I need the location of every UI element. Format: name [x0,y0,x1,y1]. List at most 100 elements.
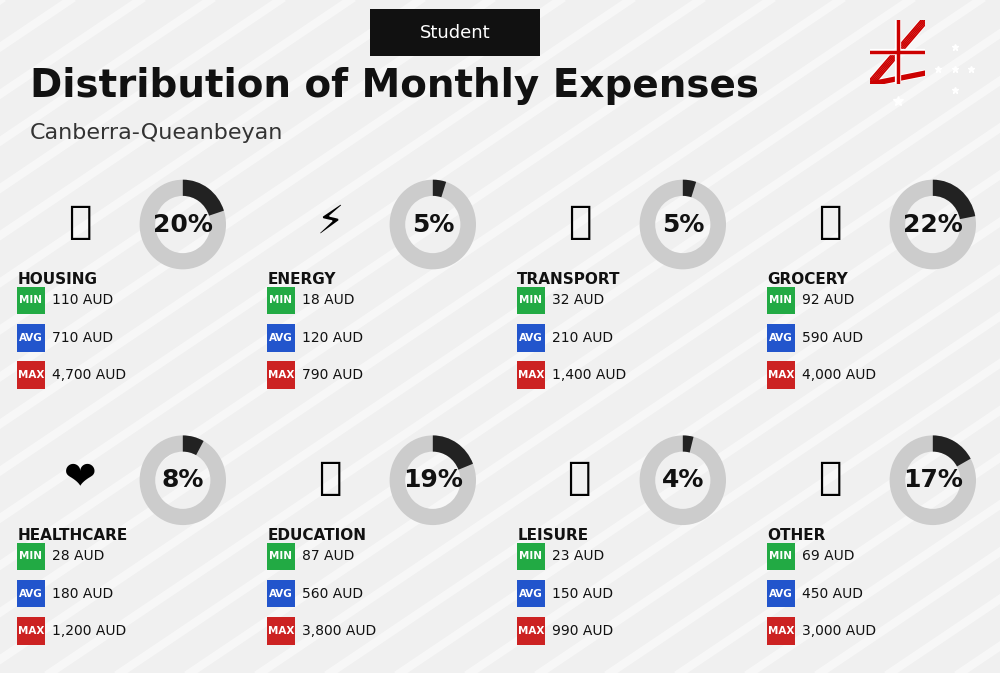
FancyBboxPatch shape [767,542,795,570]
Text: 150 AUD: 150 AUD [552,587,613,600]
Text: AVG: AVG [19,589,43,598]
FancyBboxPatch shape [517,542,545,570]
Text: 450 AUD: 450 AUD [802,587,863,600]
FancyBboxPatch shape [267,361,295,389]
Text: ❤️: ❤️ [64,459,96,497]
Text: OTHER: OTHER [767,528,826,542]
Wedge shape [433,180,446,197]
FancyBboxPatch shape [767,580,795,607]
Wedge shape [183,180,224,215]
Text: 710 AUD: 710 AUD [52,331,113,345]
Wedge shape [140,180,226,269]
Text: 590 AUD: 590 AUD [802,331,863,345]
Text: 👛: 👛 [818,459,842,497]
Wedge shape [433,435,473,470]
Wedge shape [390,435,476,525]
Text: MIN: MIN [770,295,792,306]
Text: 3,000 AUD: 3,000 AUD [802,624,876,638]
Text: MAX: MAX [518,626,544,636]
Text: MAX: MAX [268,626,294,636]
Text: MIN: MIN [20,295,42,306]
FancyBboxPatch shape [517,324,545,351]
FancyBboxPatch shape [267,580,295,607]
Text: HOUSING: HOUSING [17,272,97,287]
FancyBboxPatch shape [767,617,795,645]
Wedge shape [683,180,696,197]
FancyBboxPatch shape [267,287,295,314]
Text: MIN: MIN [770,551,792,561]
Text: GROCERY: GROCERY [767,272,848,287]
FancyBboxPatch shape [370,9,540,57]
FancyBboxPatch shape [267,324,295,351]
Text: 210 AUD: 210 AUD [552,331,613,345]
Text: 4,000 AUD: 4,000 AUD [802,368,876,382]
Text: Canberra-Queanbeyan: Canberra-Queanbeyan [30,123,283,143]
Wedge shape [933,435,971,466]
Text: AVG: AVG [19,333,43,343]
Wedge shape [640,435,726,525]
Wedge shape [183,435,204,455]
Text: MAX: MAX [18,626,44,636]
Text: MIN: MIN [520,295,542,306]
Text: Student: Student [420,24,490,42]
FancyBboxPatch shape [517,580,545,607]
Wedge shape [683,435,694,452]
FancyBboxPatch shape [767,324,795,351]
Text: EDUCATION: EDUCATION [267,528,366,542]
Text: ENERGY: ENERGY [267,272,336,287]
Wedge shape [890,180,976,269]
FancyBboxPatch shape [517,287,545,314]
Text: 120 AUD: 120 AUD [302,331,363,345]
Text: 🏢: 🏢 [68,203,92,241]
Text: 990 AUD: 990 AUD [552,624,613,638]
Text: AVG: AVG [519,589,543,598]
FancyBboxPatch shape [17,617,45,645]
FancyBboxPatch shape [517,361,545,389]
Text: 19%: 19% [403,468,463,492]
FancyBboxPatch shape [267,542,295,570]
FancyBboxPatch shape [17,287,45,314]
Text: Distribution of Monthly Expenses: Distribution of Monthly Expenses [30,67,759,105]
Text: 32 AUD: 32 AUD [552,293,604,308]
Text: 4,700 AUD: 4,700 AUD [52,368,126,382]
FancyBboxPatch shape [767,287,795,314]
Text: 1,200 AUD: 1,200 AUD [52,624,126,638]
FancyBboxPatch shape [767,361,795,389]
Text: 🛒: 🛒 [818,203,842,241]
FancyBboxPatch shape [17,324,45,351]
Text: 8%: 8% [162,468,204,492]
FancyBboxPatch shape [17,542,45,570]
Text: 4%: 4% [662,468,704,492]
Text: MIN: MIN [270,295,292,306]
Wedge shape [933,180,975,219]
Text: MAX: MAX [18,370,44,380]
Text: 🛍️: 🛍️ [568,459,592,497]
Wedge shape [140,435,226,525]
Text: AVG: AVG [269,589,293,598]
Wedge shape [390,180,476,269]
Text: 1,400 AUD: 1,400 AUD [552,368,626,382]
Text: AVG: AVG [519,333,543,343]
Text: 92 AUD: 92 AUD [802,293,854,308]
FancyBboxPatch shape [17,580,45,607]
Wedge shape [640,180,726,269]
Text: 3,800 AUD: 3,800 AUD [302,624,376,638]
Text: 🎓: 🎓 [318,459,342,497]
FancyBboxPatch shape [517,617,545,645]
Text: HEALTHCARE: HEALTHCARE [17,528,127,542]
Text: 69 AUD: 69 AUD [802,549,854,563]
Text: 🚌: 🚌 [568,203,592,241]
Text: 110 AUD: 110 AUD [52,293,113,308]
Text: 5%: 5% [662,213,704,236]
Text: MIN: MIN [520,551,542,561]
Text: MAX: MAX [768,370,794,380]
Text: 22%: 22% [903,213,963,236]
Text: AVG: AVG [269,333,293,343]
Text: MIN: MIN [270,551,292,561]
Text: 18 AUD: 18 AUD [302,293,354,308]
Text: 87 AUD: 87 AUD [302,549,354,563]
Text: MAX: MAX [518,370,544,380]
Text: 560 AUD: 560 AUD [302,587,363,600]
Text: 20%: 20% [153,213,213,236]
Text: TRANSPORT: TRANSPORT [517,272,621,287]
